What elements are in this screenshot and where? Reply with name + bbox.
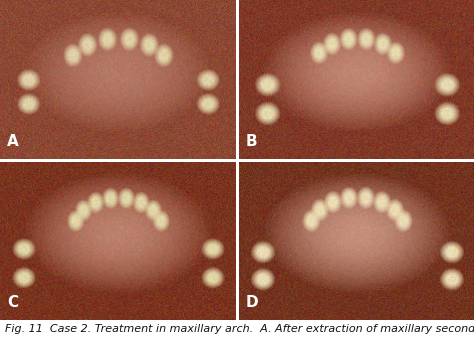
Text: B: B <box>246 134 257 149</box>
Text: Fig. 11  Case 2. Treatment in maxillary arch.  A. After extraction of maxillary : Fig. 11 Case 2. Treatment in maxillary a… <box>5 324 474 334</box>
Text: C: C <box>7 295 18 310</box>
Text: A: A <box>7 134 19 149</box>
Text: D: D <box>246 295 258 310</box>
